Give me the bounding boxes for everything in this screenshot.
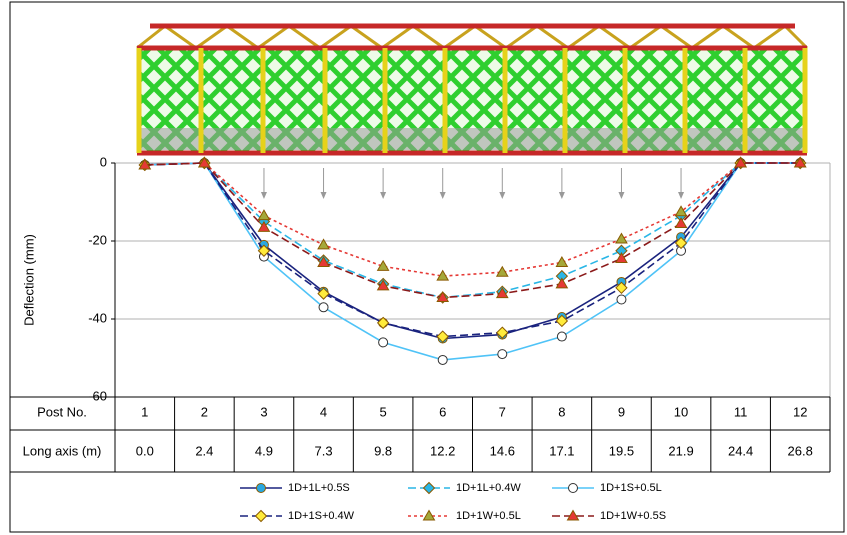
legend-label: 1D+1W+0.5L <box>456 510 521 522</box>
marker <box>616 253 627 262</box>
arrow-head <box>678 192 684 199</box>
arrow-head <box>559 192 565 199</box>
long-axis-label: 24.4 <box>728 443 753 458</box>
long-axis-label: 19.5 <box>609 443 634 458</box>
page: Deflection (mm) Post No. Long axis (m) 0… <box>0 0 847 535</box>
x-tick-label: 8 <box>558 404 565 419</box>
arrow-head <box>618 192 624 199</box>
legend-marker <box>424 483 435 494</box>
marker <box>616 234 627 244</box>
legend-label: 1D+1W+0.5S <box>600 510 666 522</box>
x-tick-label: 10 <box>674 404 688 419</box>
x-tick-label: 12 <box>793 404 807 419</box>
y-tick-label: -40 <box>88 310 107 325</box>
legend-marker <box>256 511 267 522</box>
x-tick-label: 4 <box>320 404 327 419</box>
marker <box>556 278 567 288</box>
long-axis-label: 0.0 <box>136 443 154 458</box>
x-tick-label: 7 <box>499 404 506 419</box>
x-tick-label: 2 <box>201 404 208 419</box>
table-row-label: Long axis (m) <box>23 443 102 458</box>
y-tick-label: -20 <box>88 232 107 247</box>
arrow-head <box>261 192 267 199</box>
legend-label: 1D+1S+0.4W <box>288 510 355 522</box>
marker <box>498 350 507 359</box>
legend-label: 1D+1S+0.5L <box>600 482 662 494</box>
long-axis-label: 14.6 <box>490 443 515 458</box>
legend-marker <box>569 484 578 493</box>
arrow-head <box>499 192 505 199</box>
long-axis-label: 7.3 <box>315 443 333 458</box>
chart: Deflection (mm) Post No. Long axis (m) 0… <box>0 0 847 535</box>
long-axis-label: 17.1 <box>549 443 574 458</box>
x-tick-label: 6 <box>439 404 446 419</box>
long-axis-label: 12.2 <box>430 443 455 458</box>
table-row-label: Post No. <box>37 404 87 419</box>
x-tick-label: 3 <box>260 404 267 419</box>
long-axis-label: 9.8 <box>374 443 392 458</box>
series-line <box>145 163 800 339</box>
marker <box>557 332 566 341</box>
arrow-head <box>440 192 446 199</box>
series-line <box>145 163 800 298</box>
long-axis-label: 4.9 <box>255 443 273 458</box>
y-axis-label: Deflection (mm) <box>21 234 36 326</box>
x-tick-label: 5 <box>380 404 387 419</box>
series-line <box>145 163 800 298</box>
long-axis-label: 21.9 <box>668 443 693 458</box>
arrow-head <box>380 192 386 199</box>
x-tick-label: 11 <box>734 404 748 419</box>
y-tick-label: 0 <box>100 154 107 169</box>
series-line <box>145 163 800 337</box>
long-axis-label: 26.8 <box>788 443 813 458</box>
arrow-head <box>321 192 327 199</box>
long-axis-label: 2.4 <box>195 443 213 458</box>
x-tick-label: 9 <box>618 404 625 419</box>
legend-label: 1D+1L+0.4W <box>456 482 521 494</box>
x-tick-label: 1 <box>141 404 148 419</box>
marker <box>556 257 567 267</box>
marker <box>319 303 328 312</box>
legend-marker <box>257 484 266 493</box>
bridge-illustration <box>137 26 807 153</box>
marker <box>617 295 626 304</box>
legend-label: 1D+1L+0.5S <box>288 482 350 494</box>
marker <box>379 338 388 347</box>
marker <box>438 355 447 364</box>
y-tick-label: -60 <box>88 388 107 403</box>
series-line <box>145 163 800 360</box>
